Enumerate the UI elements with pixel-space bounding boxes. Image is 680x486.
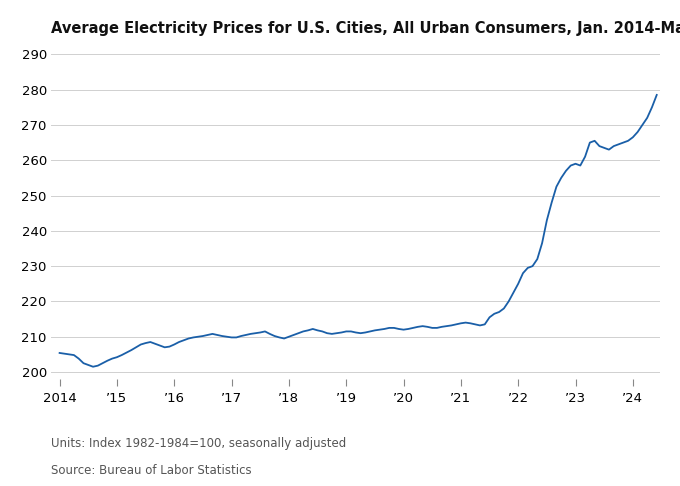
Text: Units: Index 1982-1984=100, seasonally adjusted: Units: Index 1982-1984=100, seasonally a… bbox=[51, 437, 346, 451]
Text: Average Electricity Prices for U.S. Cities, All Urban Consumers, Jan. 2014-March: Average Electricity Prices for U.S. Citi… bbox=[51, 20, 680, 35]
Text: Source: Bureau of Labor Statistics: Source: Bureau of Labor Statistics bbox=[51, 464, 252, 477]
